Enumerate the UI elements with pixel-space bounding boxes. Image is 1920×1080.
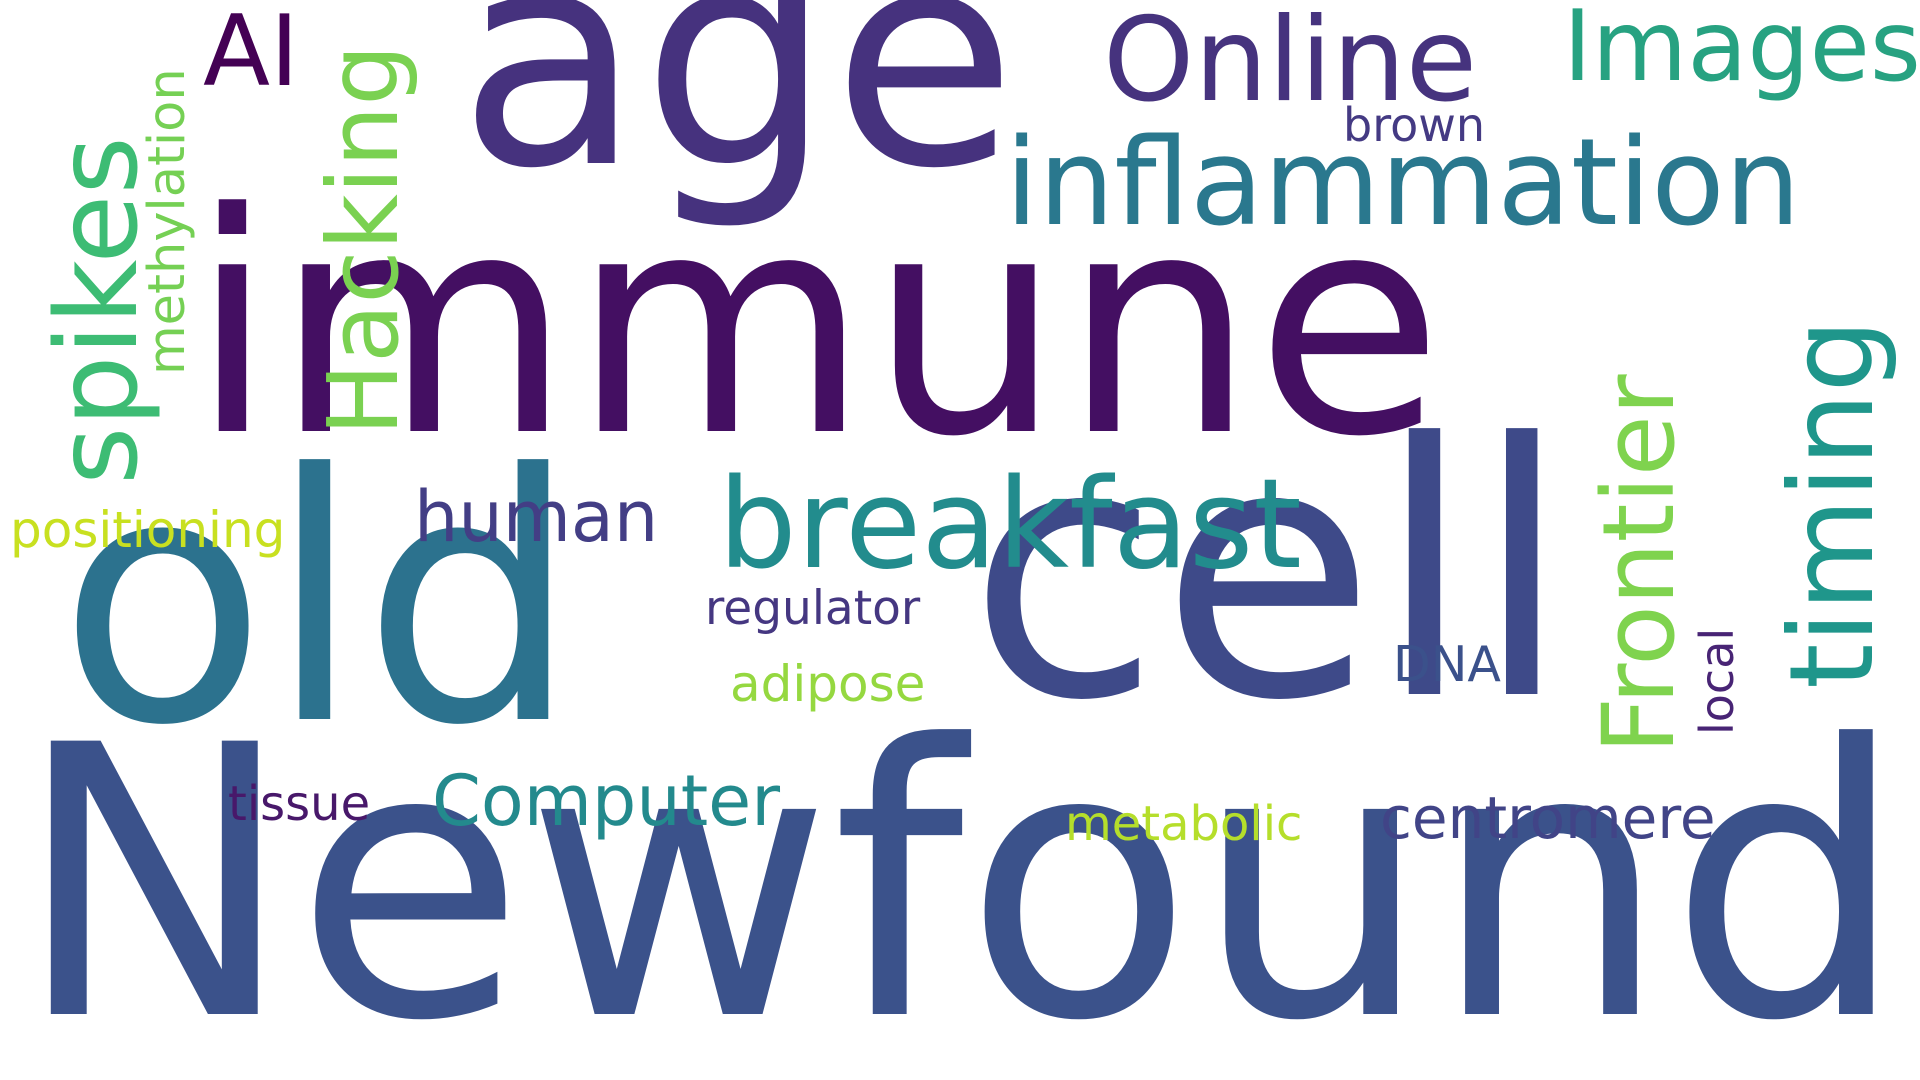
word-human: human: [414, 476, 659, 558]
word-hacking: Hacking: [307, 44, 420, 436]
word-frontier: Frontier: [1582, 374, 1697, 754]
word-metabolic: metabolic: [1065, 796, 1303, 852]
word-positioning: positioning: [10, 501, 286, 559]
word-tissue: tissue: [228, 776, 371, 832]
word-computer: Computer: [432, 760, 780, 842]
word-age: age: [458, 0, 1017, 234]
word-immune: immune: [190, 148, 1444, 503]
word-timing: timing: [1765, 318, 1900, 689]
word-brown: brown: [1343, 98, 1486, 152]
word-inflammation: inflammation: [1005, 114, 1801, 253]
word-dna: DNA: [1393, 636, 1501, 693]
word-breakfast: breakfast: [718, 453, 1302, 597]
word-cell: cell: [968, 369, 1571, 777]
word-regulator: regulator: [705, 581, 921, 636]
word-images: Images: [1563, 0, 1920, 104]
word-local: local: [1690, 627, 1744, 735]
word-methylation: methylation: [138, 68, 197, 375]
word-newfound: Newfound: [14, 667, 1907, 1080]
word-adipose: adipose: [730, 655, 926, 713]
word-centromere: centromere: [1380, 784, 1716, 852]
word-old: old: [58, 402, 580, 800]
word-online: Online: [1103, 0, 1478, 128]
word-ai: AI: [203, 0, 299, 109]
